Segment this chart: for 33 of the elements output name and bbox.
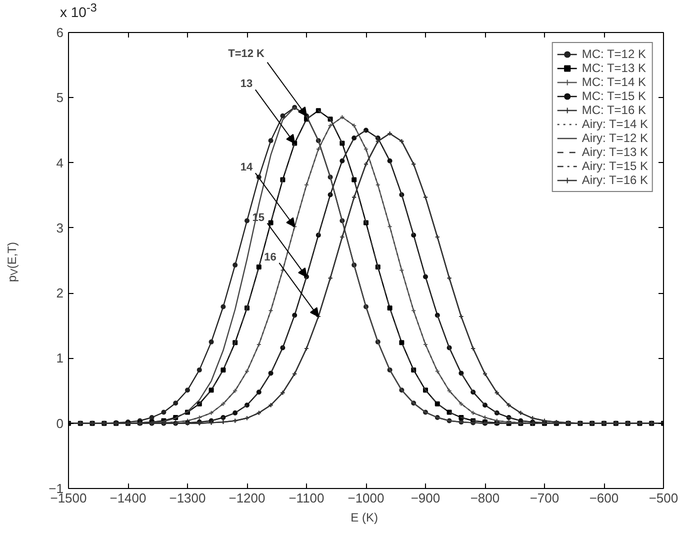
y-tick-label: 1 xyxy=(56,350,64,366)
text: x 10$^{-3}$ xyxy=(60,1,97,20)
legend-label: Airy: T=16 K xyxy=(582,173,648,187)
x-tick-label: −900 xyxy=(410,490,440,506)
legend-label: Airy: T=15 K xyxy=(582,159,648,173)
x-tick-label: −1100 xyxy=(288,490,324,506)
y-tick-label: 5 xyxy=(56,90,64,106)
x-axis-title: E (K) xyxy=(350,510,378,524)
x-tick-label: −600 xyxy=(589,490,619,506)
legend-label: Airy: T=14 K xyxy=(582,117,648,131)
y-tick-label: 6 xyxy=(56,25,64,40)
x-tick-label: −800 xyxy=(470,490,500,506)
annotation: T=12 K xyxy=(228,48,265,60)
x-tick-label: −700 xyxy=(530,490,560,506)
legend-label: MC: T=12 K xyxy=(582,47,646,61)
x-tick-label: −1300 xyxy=(169,490,206,506)
x-tick-label: −1200 xyxy=(228,490,266,506)
legend-label: MC: T=15 K xyxy=(582,89,646,103)
x-tick-label: −1400 xyxy=(110,490,146,506)
annotation: 16 xyxy=(264,252,276,264)
legend-label: Airy: T=13 K xyxy=(582,145,648,159)
y-tick-label: 3 xyxy=(56,220,64,236)
y-tick-label: 0 xyxy=(56,416,64,431)
annotation: 13 xyxy=(240,78,253,90)
legend-label: MC: T=13 K xyxy=(582,61,646,75)
y-tick-label: 2 xyxy=(56,286,64,301)
legend-label: MC: T=14 K xyxy=(582,75,646,89)
x-tick-label: −1000 xyxy=(348,490,384,506)
legend-label: MC: T=16 K xyxy=(582,103,646,117)
y-tick-label: 4 xyxy=(56,155,64,170)
x-tick-label: −500 xyxy=(648,490,678,506)
annotation: 14 xyxy=(240,162,254,174)
legend-label: Airy: T=12 K xyxy=(582,131,648,145)
